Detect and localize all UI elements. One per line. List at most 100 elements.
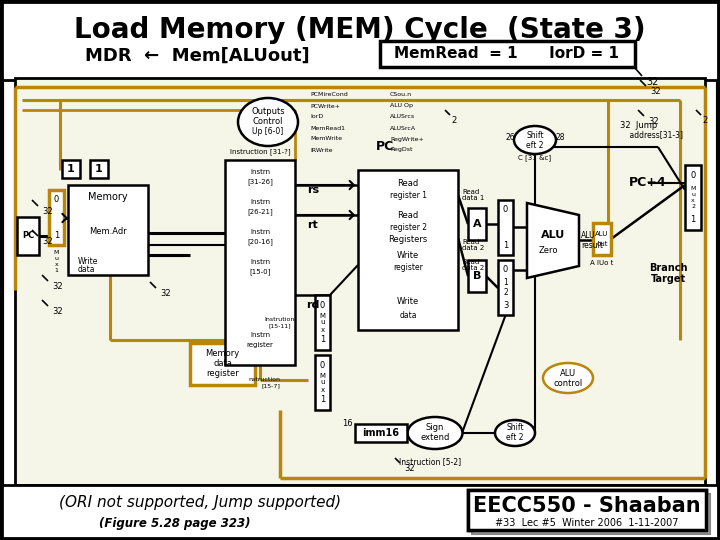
Text: [20-16]: [20-16] [247,239,273,245]
Text: 1: 1 [320,335,325,345]
Text: 1: 1 [55,268,58,273]
Text: A IUo t: A IUo t [590,260,613,266]
Text: Read
data 1: Read data 1 [462,188,485,201]
Text: register: register [206,369,239,379]
Bar [468,490,706,530]
Text: [15-0]: [15-0] [249,268,271,275]
Text: 3: 3 [503,300,508,309]
Text: CSou.n: CSou.n [390,92,412,98]
Text: PC: PC [376,140,394,153]
Bar [2,2,718,80]
Text: 32: 32 [648,117,659,126]
Text: Memory: Memory [88,192,128,202]
Text: Load Memory (MEM) Cycle  (State 3): Load Memory (MEM) Cycle (State 3) [74,16,646,44]
Text: 32: 32 [52,307,63,316]
Text: PC+4: PC+4 [629,177,667,190]
Text: [31-26]: [31-26] [247,179,273,185]
Text: out: out [596,241,608,247]
Text: M
u
x: M u x [320,313,325,333]
Text: 32: 32 [650,87,661,96]
Text: 0: 0 [320,300,325,309]
Text: 1: 1 [690,215,696,225]
Text: 28: 28 [555,133,564,143]
Text: PCWrite+: PCWrite+ [310,104,340,109]
Text: data: data [213,360,232,368]
Text: extend: extend [420,434,450,442]
Text: M: M [54,251,59,255]
Text: u: u [55,256,58,261]
Polygon shape [527,203,579,278]
Text: Instrution
[15-11]: Instrution [15-11] [265,317,295,328]
Text: x: x [55,262,58,267]
Text: Instrn: Instrn [250,259,270,265]
Bar [49,190,64,245]
Ellipse shape [238,98,298,146]
Text: Registers: Registers [388,235,428,245]
Text: RegDst: RegDst [390,147,413,152]
Text: Read
data 2: Read data 2 [462,239,485,252]
Bar [190,343,255,385]
Text: Instrn: Instrn [250,199,270,205]
Text: 1: 1 [54,231,59,240]
Bar [2,485,718,538]
Text: (ORI not supported, Jump supported): (ORI not supported, Jump supported) [59,495,341,510]
Bar [315,355,330,410]
Text: Read
data 2: Read data 2 [462,259,485,272]
Bar [315,295,330,350]
Text: Write: Write [78,256,99,266]
Text: (Figure 5.28 page 323): (Figure 5.28 page 323) [99,516,251,530]
Text: Outputs: Outputs [251,107,285,117]
Text: 2: 2 [702,116,707,125]
Text: Shift: Shift [526,131,544,139]
Text: data: data [400,310,417,320]
Bar [472,494,710,534]
Text: 16: 16 [342,420,352,429]
Text: register: register [393,264,423,273]
Text: MemWrite: MemWrite [310,137,342,141]
Text: 0: 0 [690,171,696,179]
Text: Read: Read [397,212,418,220]
Text: A: A [473,219,481,229]
Text: 32: 32 [646,77,658,87]
Text: M
u
x
2: M u x 2 [690,186,696,208]
Text: [26-21]: [26-21] [247,208,273,215]
Text: nstruction
[15-7]: nstruction [15-7] [248,377,280,388]
Text: M
u
x: M u x [320,373,325,393]
Text: rd: rd [306,300,320,310]
Text: 1: 1 [95,164,103,174]
Text: Write: Write [397,298,419,307]
Text: ALU: ALU [595,231,608,237]
Text: address[31-3]: address[31-3] [620,131,683,139]
Bar [685,165,701,230]
Bar [468,208,486,240]
Text: Control: Control [253,118,283,126]
Text: 0: 0 [54,195,59,205]
Text: ALU: ALU [541,231,565,240]
Text: eft 2: eft 2 [526,140,544,150]
Text: 32  Jump: 32 Jump [620,120,657,130]
Text: 0: 0 [503,206,508,214]
Bar [468,260,486,292]
Text: 0: 0 [320,361,325,369]
Text: 32: 32 [42,207,53,216]
Text: ALUSrcA: ALUSrcA [390,125,416,131]
Text: ALUSrcs: ALUSrcs [390,114,415,119]
Ellipse shape [408,417,462,449]
Text: Write: Write [397,251,419,260]
Text: PCMireCond: PCMireCond [310,92,348,98]
Text: eft 2: eft 2 [506,433,523,442]
Text: Mem.Adr: Mem.Adr [89,227,127,237]
Text: control: control [554,379,582,388]
Text: 1: 1 [67,164,75,174]
Text: Instrn: Instrn [250,332,270,338]
Text: Zero: Zero [539,246,558,255]
Text: 26: 26 [505,133,515,143]
Text: MDR  ←  Mem[ALUout]: MDR ← Mem[ALUout] [85,47,310,65]
Bar [498,260,513,315]
Text: result: result [581,241,603,250]
Text: Read: Read [397,179,418,188]
Text: data: data [78,265,96,273]
Text: register 1: register 1 [390,191,426,199]
Bar [358,170,458,330]
Bar [225,160,295,365]
